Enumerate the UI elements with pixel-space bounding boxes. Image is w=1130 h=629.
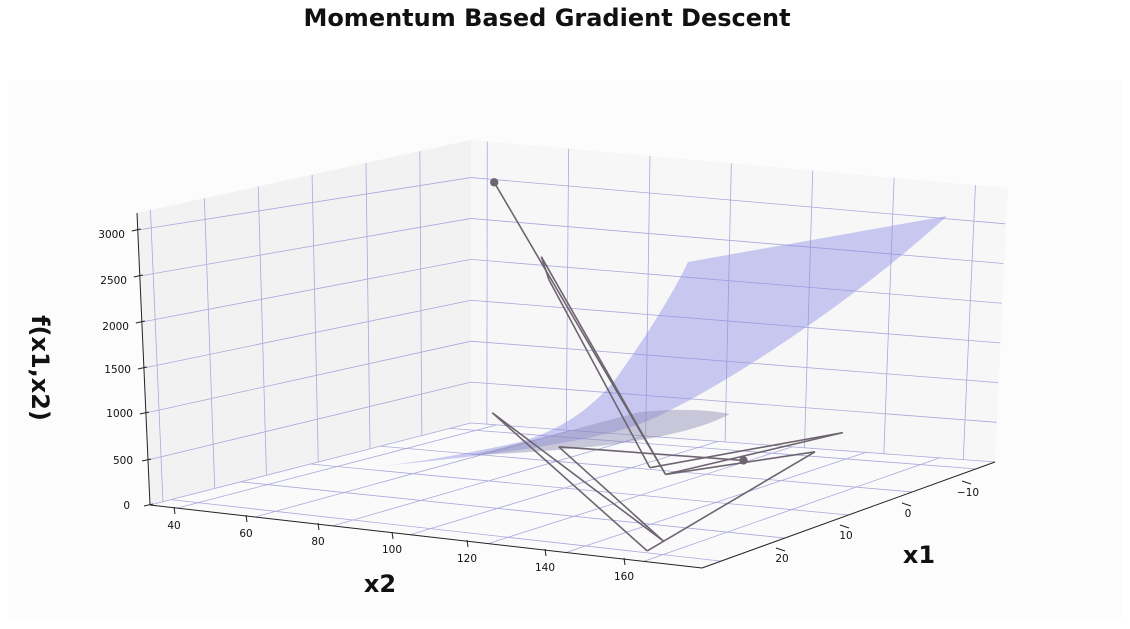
tick-mark <box>137 366 148 370</box>
grid-line <box>141 258 472 323</box>
tick-mark <box>245 514 248 523</box>
path-segment <box>558 446 744 462</box>
tick-mark <box>775 547 786 552</box>
path-end-point <box>739 456 748 465</box>
z-tick-label: 2500 <box>100 275 127 287</box>
x2-tick-label: 100 <box>382 544 402 556</box>
tick-mark <box>141 458 152 462</box>
x2-tick-label: 80 <box>311 536 324 548</box>
grid-line <box>470 299 1001 344</box>
z-tick-label: 2000 <box>102 321 129 333</box>
grid-line <box>145 340 472 414</box>
path-segment <box>665 431 843 476</box>
tick-mark <box>839 524 850 529</box>
path-segment <box>491 412 648 552</box>
path-segment <box>558 446 664 542</box>
x2-axis-line <box>149 504 703 569</box>
tick-mark <box>135 320 145 324</box>
x2-tick-label: 160 <box>614 571 634 583</box>
grid-line <box>724 163 732 442</box>
grid-line <box>565 148 570 431</box>
function-surface-shadow <box>470 409 730 455</box>
grid-lines <box>137 141 1006 562</box>
grid-line <box>804 170 814 448</box>
tick-mark <box>133 274 143 278</box>
x1-tick-label: −10 <box>957 487 979 499</box>
grid-line <box>645 155 651 437</box>
grid-line <box>470 218 1004 264</box>
grid-line <box>137 177 472 231</box>
function-surface <box>380 216 947 466</box>
tick-mark <box>961 480 972 485</box>
descent-path <box>490 178 843 552</box>
x1-tick-label: 10 <box>839 530 852 542</box>
x2-axis-title: x2 <box>364 570 396 598</box>
grid-line <box>257 186 267 476</box>
path-segment <box>540 256 550 281</box>
chart-title: Momentum Based Gradient Descent <box>303 4 790 32</box>
z-tick-label: 500 <box>113 455 133 467</box>
x1-axis-title: x1 <box>903 541 935 569</box>
tick-mark <box>131 228 141 232</box>
tick-mark <box>391 531 394 540</box>
x2-tick-label: 120 <box>457 553 477 565</box>
grid-line <box>203 198 216 489</box>
x2-tick-label: 140 <box>535 562 555 574</box>
grid-line <box>470 258 1002 304</box>
z-axis-line <box>136 212 151 506</box>
x2-tick-label: 40 <box>167 520 180 532</box>
floor-pane <box>150 423 995 568</box>
x1-tick-label: 20 <box>775 553 788 565</box>
grid-line <box>240 481 785 539</box>
tick-mark <box>544 548 547 557</box>
back-pane-left <box>137 140 471 505</box>
tick-mark <box>317 522 320 531</box>
grid-line <box>450 427 976 470</box>
grid-line <box>470 340 999 384</box>
path-segment <box>540 256 667 475</box>
tick-mark <box>139 411 150 415</box>
grid-line <box>150 210 164 502</box>
grid-line <box>311 174 319 463</box>
back-pane-right <box>471 140 1008 462</box>
path-segment <box>665 451 816 476</box>
tick-mark <box>466 539 469 548</box>
z-tick-label: 3000 <box>98 229 125 241</box>
tick-marks <box>131 228 972 566</box>
z-axis-title: f(x1,x2) <box>26 315 54 421</box>
x1-tick-label: 0 <box>905 508 912 520</box>
grid-line <box>883 177 895 454</box>
path-segment <box>548 279 651 469</box>
tick-mark <box>901 502 912 507</box>
x2-tick-label: 60 <box>239 528 252 540</box>
grid-line <box>470 177 1006 225</box>
grid-line <box>143 299 472 369</box>
tick-mark <box>143 503 154 507</box>
z-tick-label: 1000 <box>106 408 133 420</box>
grid-line <box>147 381 472 461</box>
grid-line <box>470 422 996 463</box>
tick-mark <box>623 557 626 566</box>
path-segment <box>491 412 664 542</box>
tick-mark <box>173 506 176 515</box>
z-tick-label: 0 <box>123 500 130 512</box>
path-start-point <box>490 178 499 187</box>
grid-line <box>419 151 423 436</box>
path-segment <box>649 431 843 469</box>
grid-line <box>962 185 976 460</box>
z-tick-label: 1500 <box>104 364 131 376</box>
grid-line <box>470 381 997 423</box>
grid-line <box>170 499 722 562</box>
path-segment <box>646 451 816 552</box>
grid-line <box>139 218 472 277</box>
grid-line <box>365 162 371 449</box>
grid-line <box>380 445 913 493</box>
x1-axis-line <box>701 461 996 569</box>
